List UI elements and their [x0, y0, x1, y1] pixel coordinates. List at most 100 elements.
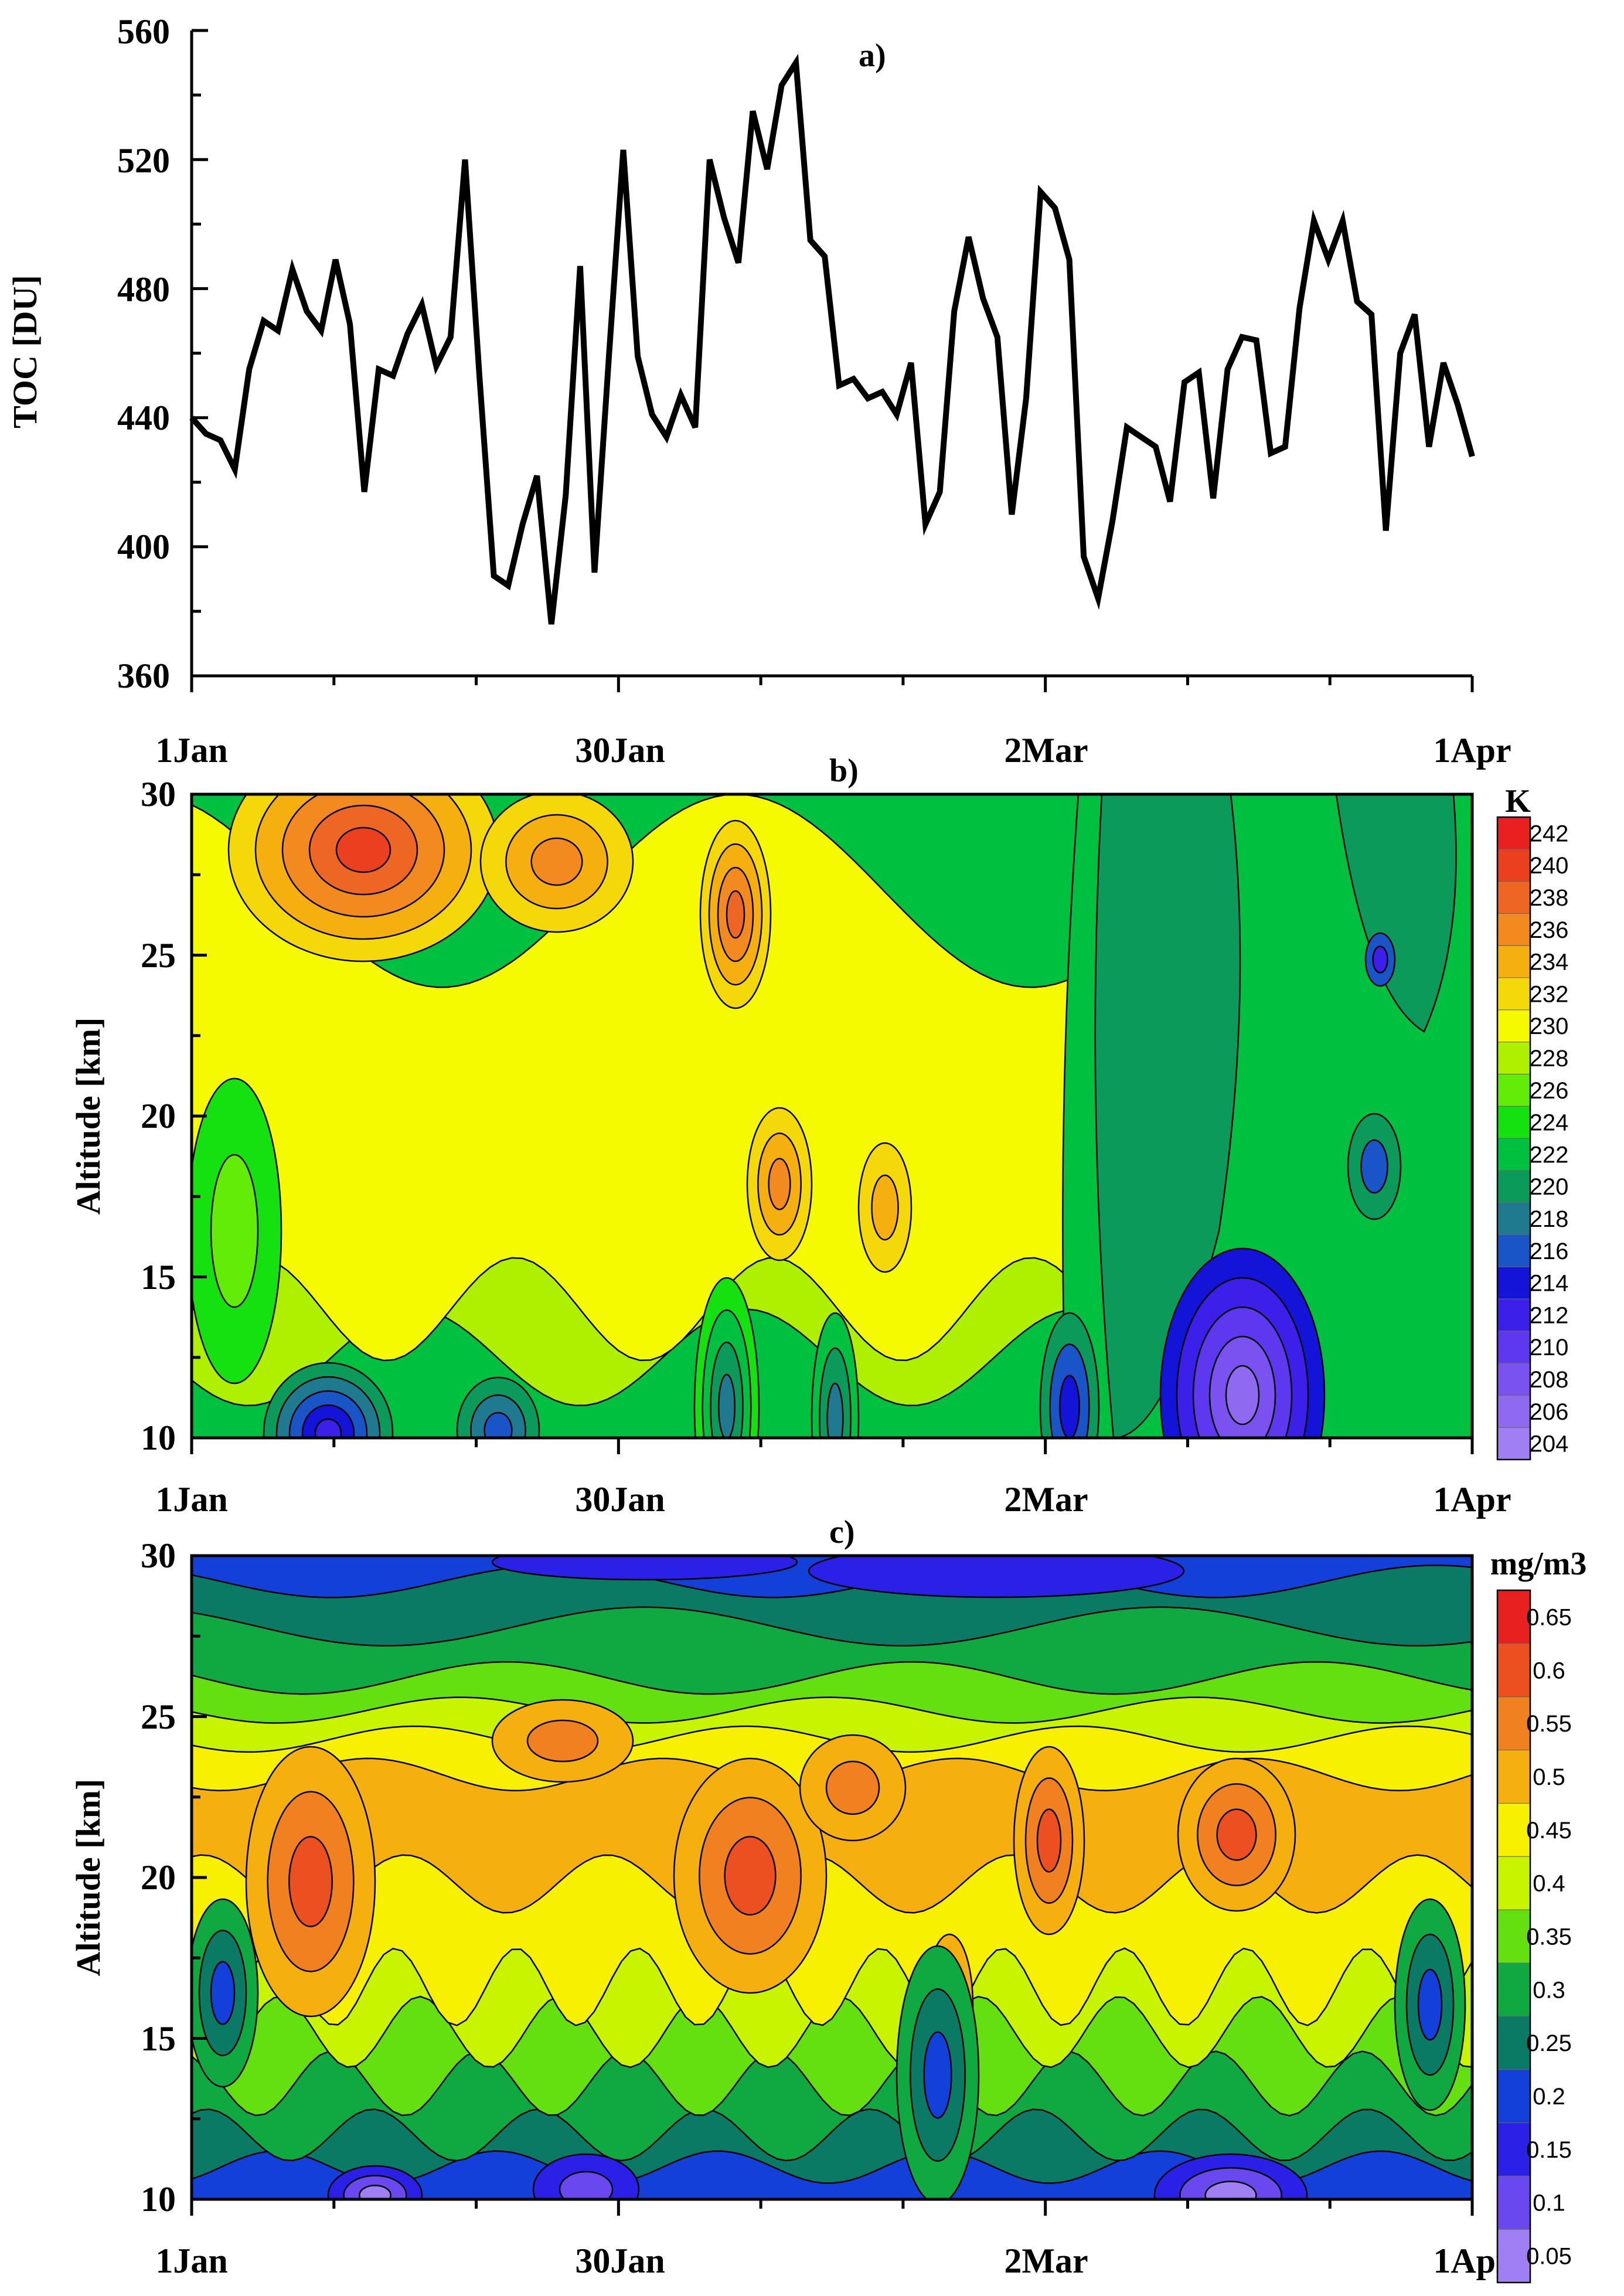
warm-core-contour [530, 837, 583, 886]
ozone-max-contour [1216, 1808, 1257, 1861]
ozone-min-contour [210, 1961, 236, 2025]
ozone-colorbar-swatch [1497, 2122, 1531, 2176]
panel-b: b) Altitude [km] 1Jan 30Jan 2Mar 1Apr 10… [69, 753, 1569, 1519]
cold-core-contour [1360, 1139, 1388, 1194]
ozone-colorbar-swatch [1497, 2229, 1531, 2283]
panel-a: a) TOC [DU] 1Jan 30Jan 2Mar 1Apr 360 400… [6, 12, 1511, 770]
ozone-colorbar-swatch [1497, 1802, 1531, 1857]
y-tick-label: 30 [141, 775, 176, 814]
ozone-colorbar-swatch [1497, 1962, 1531, 2017]
temperature-colorbar-swatch [1497, 1266, 1531, 1300]
ozone-colorbar-label: 0.45 [1526, 1818, 1572, 1843]
temperature-colorbar-swatch [1497, 1298, 1531, 1332]
cold-core-contour [210, 1154, 259, 1308]
x-tick-label: 1Jan [155, 1480, 227, 1519]
warm-core-contour [768, 1158, 791, 1210]
cold-core-contour [1372, 945, 1388, 974]
panel-c-x-ticks [190, 2199, 1474, 2216]
panel-a-label: a) [859, 38, 886, 74]
y-tick-label: 25 [141, 1698, 176, 1736]
y-tick-label: 360 [117, 657, 170, 695]
cold-core-contour [1225, 1365, 1260, 1426]
ozone-min-contour [808, 1556, 1185, 1598]
ozone-colorbar-label: 0.35 [1526, 1924, 1572, 1950]
ozone-colorbar-frame [1496, 1589, 1531, 2284]
ozone-min-contour [1417, 1968, 1443, 2041]
x-tick-label: 1Apr [1433, 731, 1511, 770]
warm-core-contour [335, 826, 391, 873]
temperature-colorbar-swatch [1497, 817, 1531, 850]
temperature-colorbar-label: 212 [1530, 1302, 1569, 1328]
ozone-min-contour [359, 2185, 391, 2199]
ozone-colorbar-label: 0.55 [1526, 1711, 1572, 1737]
temperature-colorbar-swatch [1497, 1427, 1531, 1460]
y-tick-label: 440 [117, 399, 170, 437]
ozone-colorbar-swatch [1497, 2069, 1531, 2123]
ozone-colorbar-label: 0.25 [1526, 2030, 1572, 2056]
y-tick-label: 560 [117, 12, 170, 51]
temperature-colorbar-swatch [1497, 849, 1531, 882]
cold-core-contour [1059, 1375, 1080, 1438]
temperature-colorbar-label: 224 [1530, 1110, 1569, 1136]
temperature-colorbar-label: 206 [1530, 1399, 1569, 1425]
x-tick-label: 30Jan [575, 1480, 665, 1519]
toc-series-line [189, 53, 1475, 625]
temperature-colorbar-label: 222 [1530, 1142, 1569, 1168]
temperature-colorbar-swatch [1497, 881, 1531, 914]
ozone-colorbar-swatch [1497, 1696, 1531, 1751]
temperature-colorbar-label: 228 [1530, 1046, 1569, 1072]
ozone-colorbar-label: 0.3 [1533, 1977, 1565, 2003]
panel-b-colorbar: 204 206 208 210 212 214 216 218 220 222 224 226 228 2… [1496, 816, 1569, 1461]
ozone-colorbar-swatch [1497, 1750, 1531, 1804]
ozone-colorbar-swatch [1497, 2016, 1531, 2070]
temperature-colorbar-label: 242 [1530, 821, 1569, 846]
temperature-colorbar-label: 214 [1530, 1271, 1569, 1297]
temperature-colorbar-label: 204 [1530, 1431, 1569, 1457]
ozone-colorbar-label: 0.4 [1533, 1871, 1565, 1897]
temperature-colorbar-swatch [1497, 945, 1531, 978]
ozone-colorbar-label: 0.1 [1533, 2190, 1565, 2216]
y-tick-label: 15 [141, 1258, 176, 1297]
panel-a-x-tick-labels: 1Jan 30Jan 2Mar 1Apr [155, 731, 1511, 770]
temperature-band [1335, 794, 1457, 1033]
panel-c-y-ticks [192, 1554, 207, 2201]
temperature-colorbar-label: 232 [1530, 981, 1569, 1007]
temperature-colorbar-label: 216 [1530, 1239, 1569, 1264]
x-tick-label: 2Mar [1004, 731, 1088, 770]
temperature-colorbar-label: 238 [1530, 885, 1569, 911]
cold-core-contour [484, 1411, 513, 1438]
panel-c: c) Altitude [km] 1Jan 30Jan 2Mar 1Apr 10… [69, 1514, 1587, 2284]
ozone-min-contour [491, 1556, 798, 1581]
temperature-colorbar-swatch [1497, 1394, 1531, 1428]
panel-a-y-ticks [192, 29, 208, 678]
ozone-min-contour [559, 2171, 614, 2199]
temperature-colorbar-label: 234 [1530, 950, 1569, 975]
y-tick-label: 30 [141, 1536, 176, 1575]
ozone-colorbar-swatch [1497, 1856, 1531, 1910]
cold-core-contour [826, 1382, 844, 1438]
y-tick-label: 10 [141, 1419, 176, 1457]
panel-b-colorbar-unit: K [1505, 783, 1531, 819]
temperature-colorbar-swatch [1497, 1331, 1531, 1364]
ozone-max-contour [825, 1760, 880, 1815]
y-tick-label: 25 [141, 936, 176, 975]
temperature-field [192, 794, 1472, 1438]
ozone-colorbar-swatch [1497, 1643, 1531, 1698]
ozone-colorbar-swatch [1497, 1590, 1531, 1644]
panel-a-y-title: TOC [DU] [6, 275, 44, 428]
temperature-colorbar-swatch [1497, 1106, 1531, 1139]
ozone-min-contour [1204, 2181, 1257, 2199]
panel-c-x-tick-labels: 1Jan 30Jan 2Mar 1Apr [155, 2241, 1511, 2280]
ozone-min-contour [923, 2031, 952, 2119]
panel-b-y-tick-labels: 10 15 20 25 30 [141, 775, 176, 1457]
panel-a-y-tick-labels: 360 400 440 480 520 560 [117, 12, 170, 695]
x-tick-label: 30Jan [575, 731, 665, 770]
x-tick-label: 1Jan [155, 731, 227, 770]
ozone-max-contour [724, 1836, 777, 1916]
temperature-colorbar-swatch [1497, 1234, 1531, 1267]
panel-b-x-tick-labels: 1Jan 30Jan 2Mar 1Apr [155, 1480, 1511, 1519]
temperature-colorbar-swatch [1497, 1073, 1531, 1107]
x-tick-label: 2Mar [1004, 2241, 1088, 2280]
panel-c-colorbar-unit: mg/m3 [1490, 1546, 1587, 1582]
